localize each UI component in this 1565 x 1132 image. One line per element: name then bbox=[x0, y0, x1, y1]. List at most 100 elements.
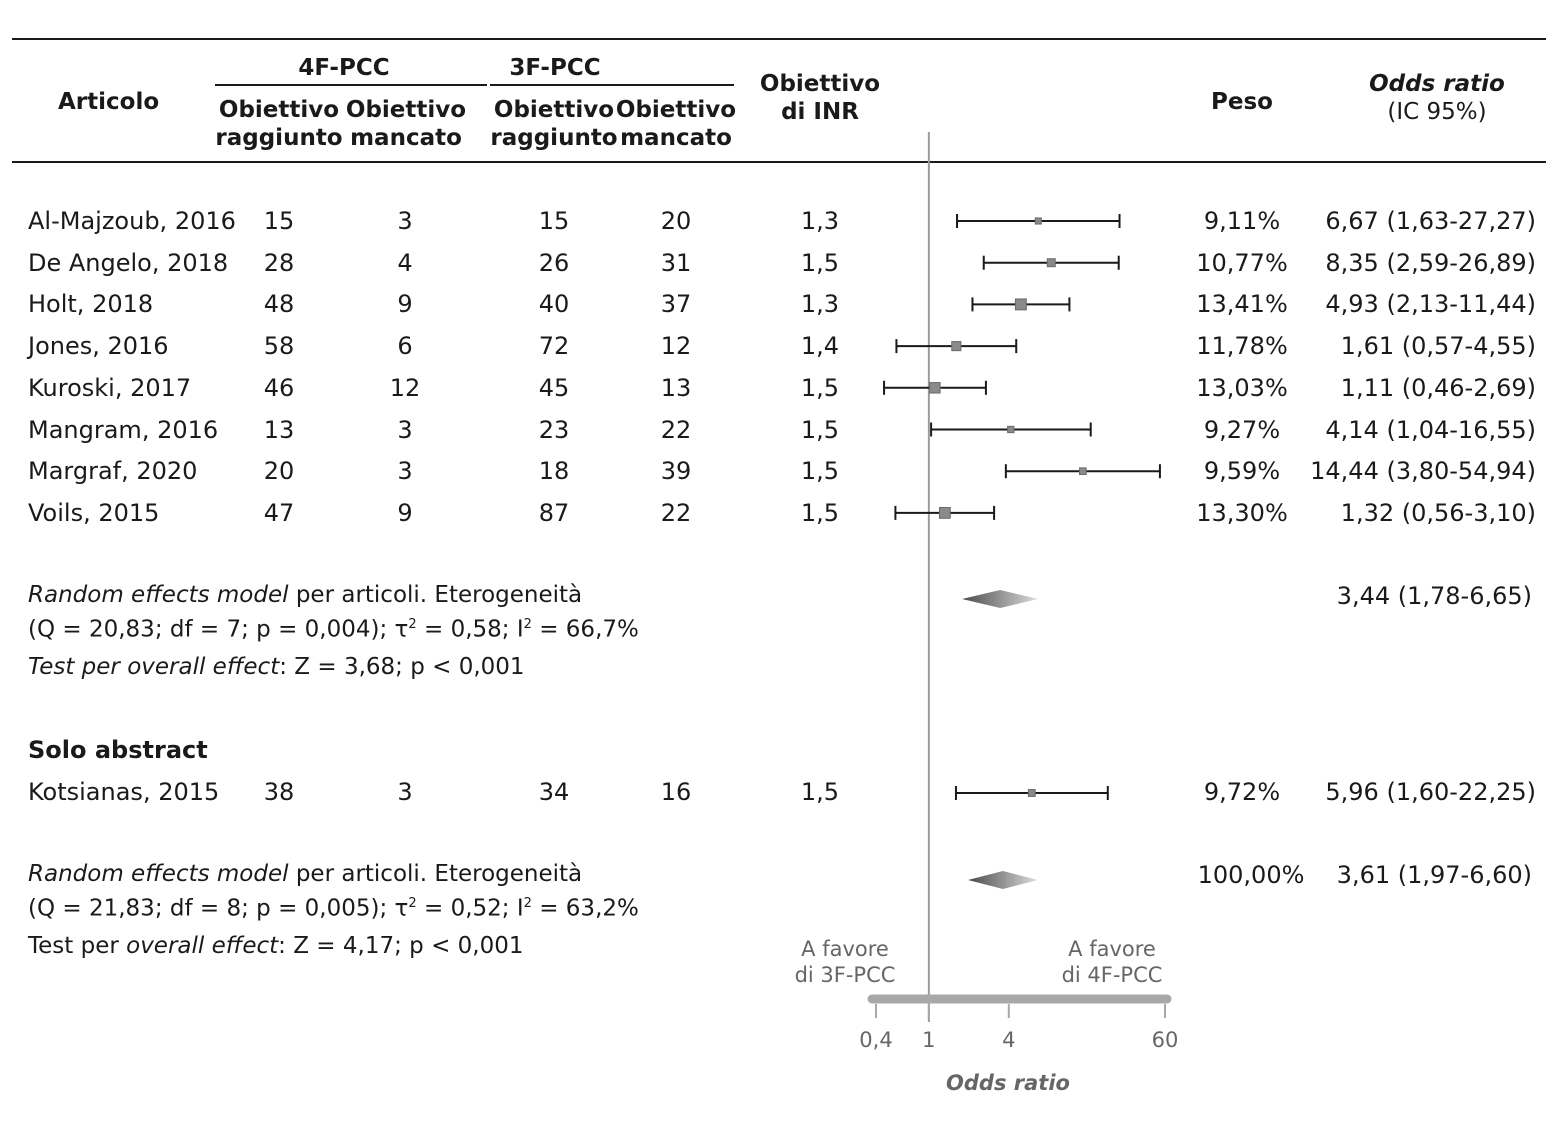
study-or-ci: 14,44 (3,80-54,94) bbox=[1310, 457, 1536, 486]
point-marker bbox=[1027, 789, 1036, 797]
study-weight: 13,30% bbox=[1196, 498, 1288, 527]
study-4f-missed: 3 bbox=[397, 207, 413, 235]
study-4f-reached: 46 bbox=[263, 373, 295, 402]
study-3f-missed: 22 bbox=[660, 498, 692, 527]
study-inr-target: 1,4 bbox=[800, 332, 840, 361]
study-inr-target: 1,5 bbox=[800, 373, 840, 402]
axis-label: Odds ratio bbox=[946, 1071, 1070, 1095]
study-4f-reached: 47 bbox=[263, 498, 295, 527]
study-or-ci: 1,32 (0,56-3,10) bbox=[1340, 498, 1536, 527]
header-3f-reached: Obiettivo raggiunto bbox=[490, 97, 618, 151]
header-inr-target: Obiettivo di INR bbox=[759, 71, 881, 125]
study-name: Margraf, 2020 bbox=[28, 457, 198, 486]
study-4f-missed: 3 bbox=[397, 457, 413, 486]
pooled-diamond bbox=[967, 871, 1038, 889]
pooled-diamond bbox=[962, 590, 1039, 608]
point-marker bbox=[951, 341, 962, 352]
study-weight: 11,78% bbox=[1196, 332, 1288, 361]
study-weight: 10,77% bbox=[1196, 248, 1288, 277]
study-weight: 13,41% bbox=[1196, 290, 1288, 319]
study-4f-missed: 3 bbox=[397, 415, 413, 444]
study-inr-target: 1,5 bbox=[800, 415, 840, 444]
point-marker bbox=[1007, 425, 1015, 434]
top-rule bbox=[12, 38, 1546, 40]
study-name: Mangram, 2016 bbox=[28, 415, 219, 444]
abstract-study-name: Kotsianas, 2015 bbox=[28, 778, 220, 806]
summary2-heterogeneity: Random effects model per articoli. Etero… bbox=[28, 861, 639, 922]
study-4f-missed: 6 bbox=[397, 332, 413, 361]
abstract-section-title: Solo abstract bbox=[28, 736, 208, 764]
study-4f-reached: 20 bbox=[263, 457, 295, 486]
study-inr-target: 1,5 bbox=[800, 457, 840, 486]
x-tick-label: 1 bbox=[922, 1028, 935, 1052]
header-bottom-rule bbox=[12, 161, 1546, 163]
study-3f-missed: 39 bbox=[660, 457, 692, 486]
group-3f-rule bbox=[490, 84, 734, 86]
study-weight: 9,11% bbox=[1203, 207, 1281, 235]
point-marker bbox=[1014, 298, 1027, 311]
header-group-3f: 3F-PCC bbox=[509, 55, 601, 81]
header-odds-ratio: Odds ratio (IC 95%) bbox=[1369, 71, 1505, 125]
study-or-ci: 8,35 (2,59-26,89) bbox=[1325, 248, 1536, 277]
point-marker bbox=[1079, 467, 1087, 476]
header-article: Articolo bbox=[58, 89, 160, 115]
abstract-study-3f-reached: 34 bbox=[538, 778, 570, 806]
study-name: Voils, 2015 bbox=[28, 498, 160, 527]
study-3f-reached: 45 bbox=[538, 373, 570, 402]
study-4f-reached: 48 bbox=[263, 290, 295, 319]
study-3f-reached: 15 bbox=[538, 207, 570, 235]
study-or-ci: 1,11 (0,46-2,69) bbox=[1340, 373, 1536, 402]
study-weight: 9,27% bbox=[1203, 415, 1281, 444]
study-inr-target: 1,3 bbox=[800, 207, 840, 235]
point-marker bbox=[938, 507, 951, 519]
study-3f-missed: 12 bbox=[660, 332, 692, 361]
summary1-heterogeneity: Random effects model per articoli. Etero… bbox=[28, 582, 639, 643]
study-name: Al-Majzoub, 2016 bbox=[28, 207, 236, 235]
study-4f-reached: 58 bbox=[263, 332, 295, 361]
summary1-overall-test: Test per overall effect: Z = 3,68; p < 0… bbox=[28, 654, 525, 680]
study-4f-reached: 28 bbox=[263, 248, 295, 277]
header-group-4f: 4F-PCC bbox=[298, 55, 390, 81]
abstract-study-3f-missed: 16 bbox=[660, 778, 692, 806]
study-weight: 13,03% bbox=[1196, 373, 1288, 402]
study-3f-reached: 87 bbox=[538, 498, 570, 527]
study-or-ci: 4,93 (2,13-11,44) bbox=[1325, 290, 1536, 319]
x-tick-label: 60 bbox=[1152, 1028, 1179, 1052]
header-weight: Peso bbox=[1211, 89, 1273, 115]
group-4f-rule bbox=[215, 84, 487, 86]
study-weight: 9,59% bbox=[1203, 457, 1281, 486]
abstract-study-weight: 9,72% bbox=[1203, 778, 1281, 806]
study-inr-target: 1,5 bbox=[800, 498, 840, 527]
study-3f-missed: 13 bbox=[660, 373, 692, 402]
study-or-ci: 1,61 (0,57-4,55) bbox=[1340, 332, 1536, 361]
study-3f-reached: 18 bbox=[538, 457, 570, 486]
x-tick-label: 4 bbox=[1002, 1028, 1015, 1052]
study-4f-reached: 15 bbox=[263, 207, 295, 235]
point-marker bbox=[1034, 217, 1042, 225]
study-name: De Angelo, 2018 bbox=[28, 248, 229, 277]
favor-3f-label: A favore di 3F-PCC bbox=[794, 937, 896, 987]
study-3f-missed: 20 bbox=[660, 207, 692, 235]
study-name: Jones, 2016 bbox=[28, 332, 169, 361]
abstract-study-4f-reached: 38 bbox=[263, 778, 295, 806]
summary1-or-ci: 3,44 (1,78-6,65) bbox=[1336, 582, 1532, 610]
abstract-study-inr: 1,5 bbox=[800, 778, 840, 806]
study-3f-reached: 40 bbox=[538, 290, 570, 319]
x-tick-label: 0,4 bbox=[859, 1028, 892, 1052]
point-marker bbox=[929, 382, 941, 394]
abstract-study-4f-missed: 3 bbox=[397, 778, 413, 806]
abstract-study-or-ci: 5,96 (1,60-22,25) bbox=[1325, 778, 1536, 806]
study-name: Holt, 2018 bbox=[28, 290, 154, 319]
study-3f-reached: 23 bbox=[538, 415, 570, 444]
point-marker bbox=[1046, 258, 1056, 268]
study-name: Kuroski, 2017 bbox=[28, 373, 192, 402]
study-3f-missed: 37 bbox=[660, 290, 692, 319]
study-or-ci: 4,14 (1,04-16,55) bbox=[1325, 415, 1536, 444]
summary2-weight: 100,00% bbox=[1197, 861, 1305, 889]
summary2-or-ci: 3,61 (1,97-6,60) bbox=[1336, 861, 1532, 889]
study-3f-reached: 72 bbox=[538, 332, 570, 361]
study-or-ci: 6,67 (1,63-27,27) bbox=[1325, 207, 1536, 235]
study-4f-missed: 9 bbox=[397, 498, 413, 527]
summary2-overall-test: Test per overall effect: Z = 4,17; p < 0… bbox=[28, 933, 524, 959]
